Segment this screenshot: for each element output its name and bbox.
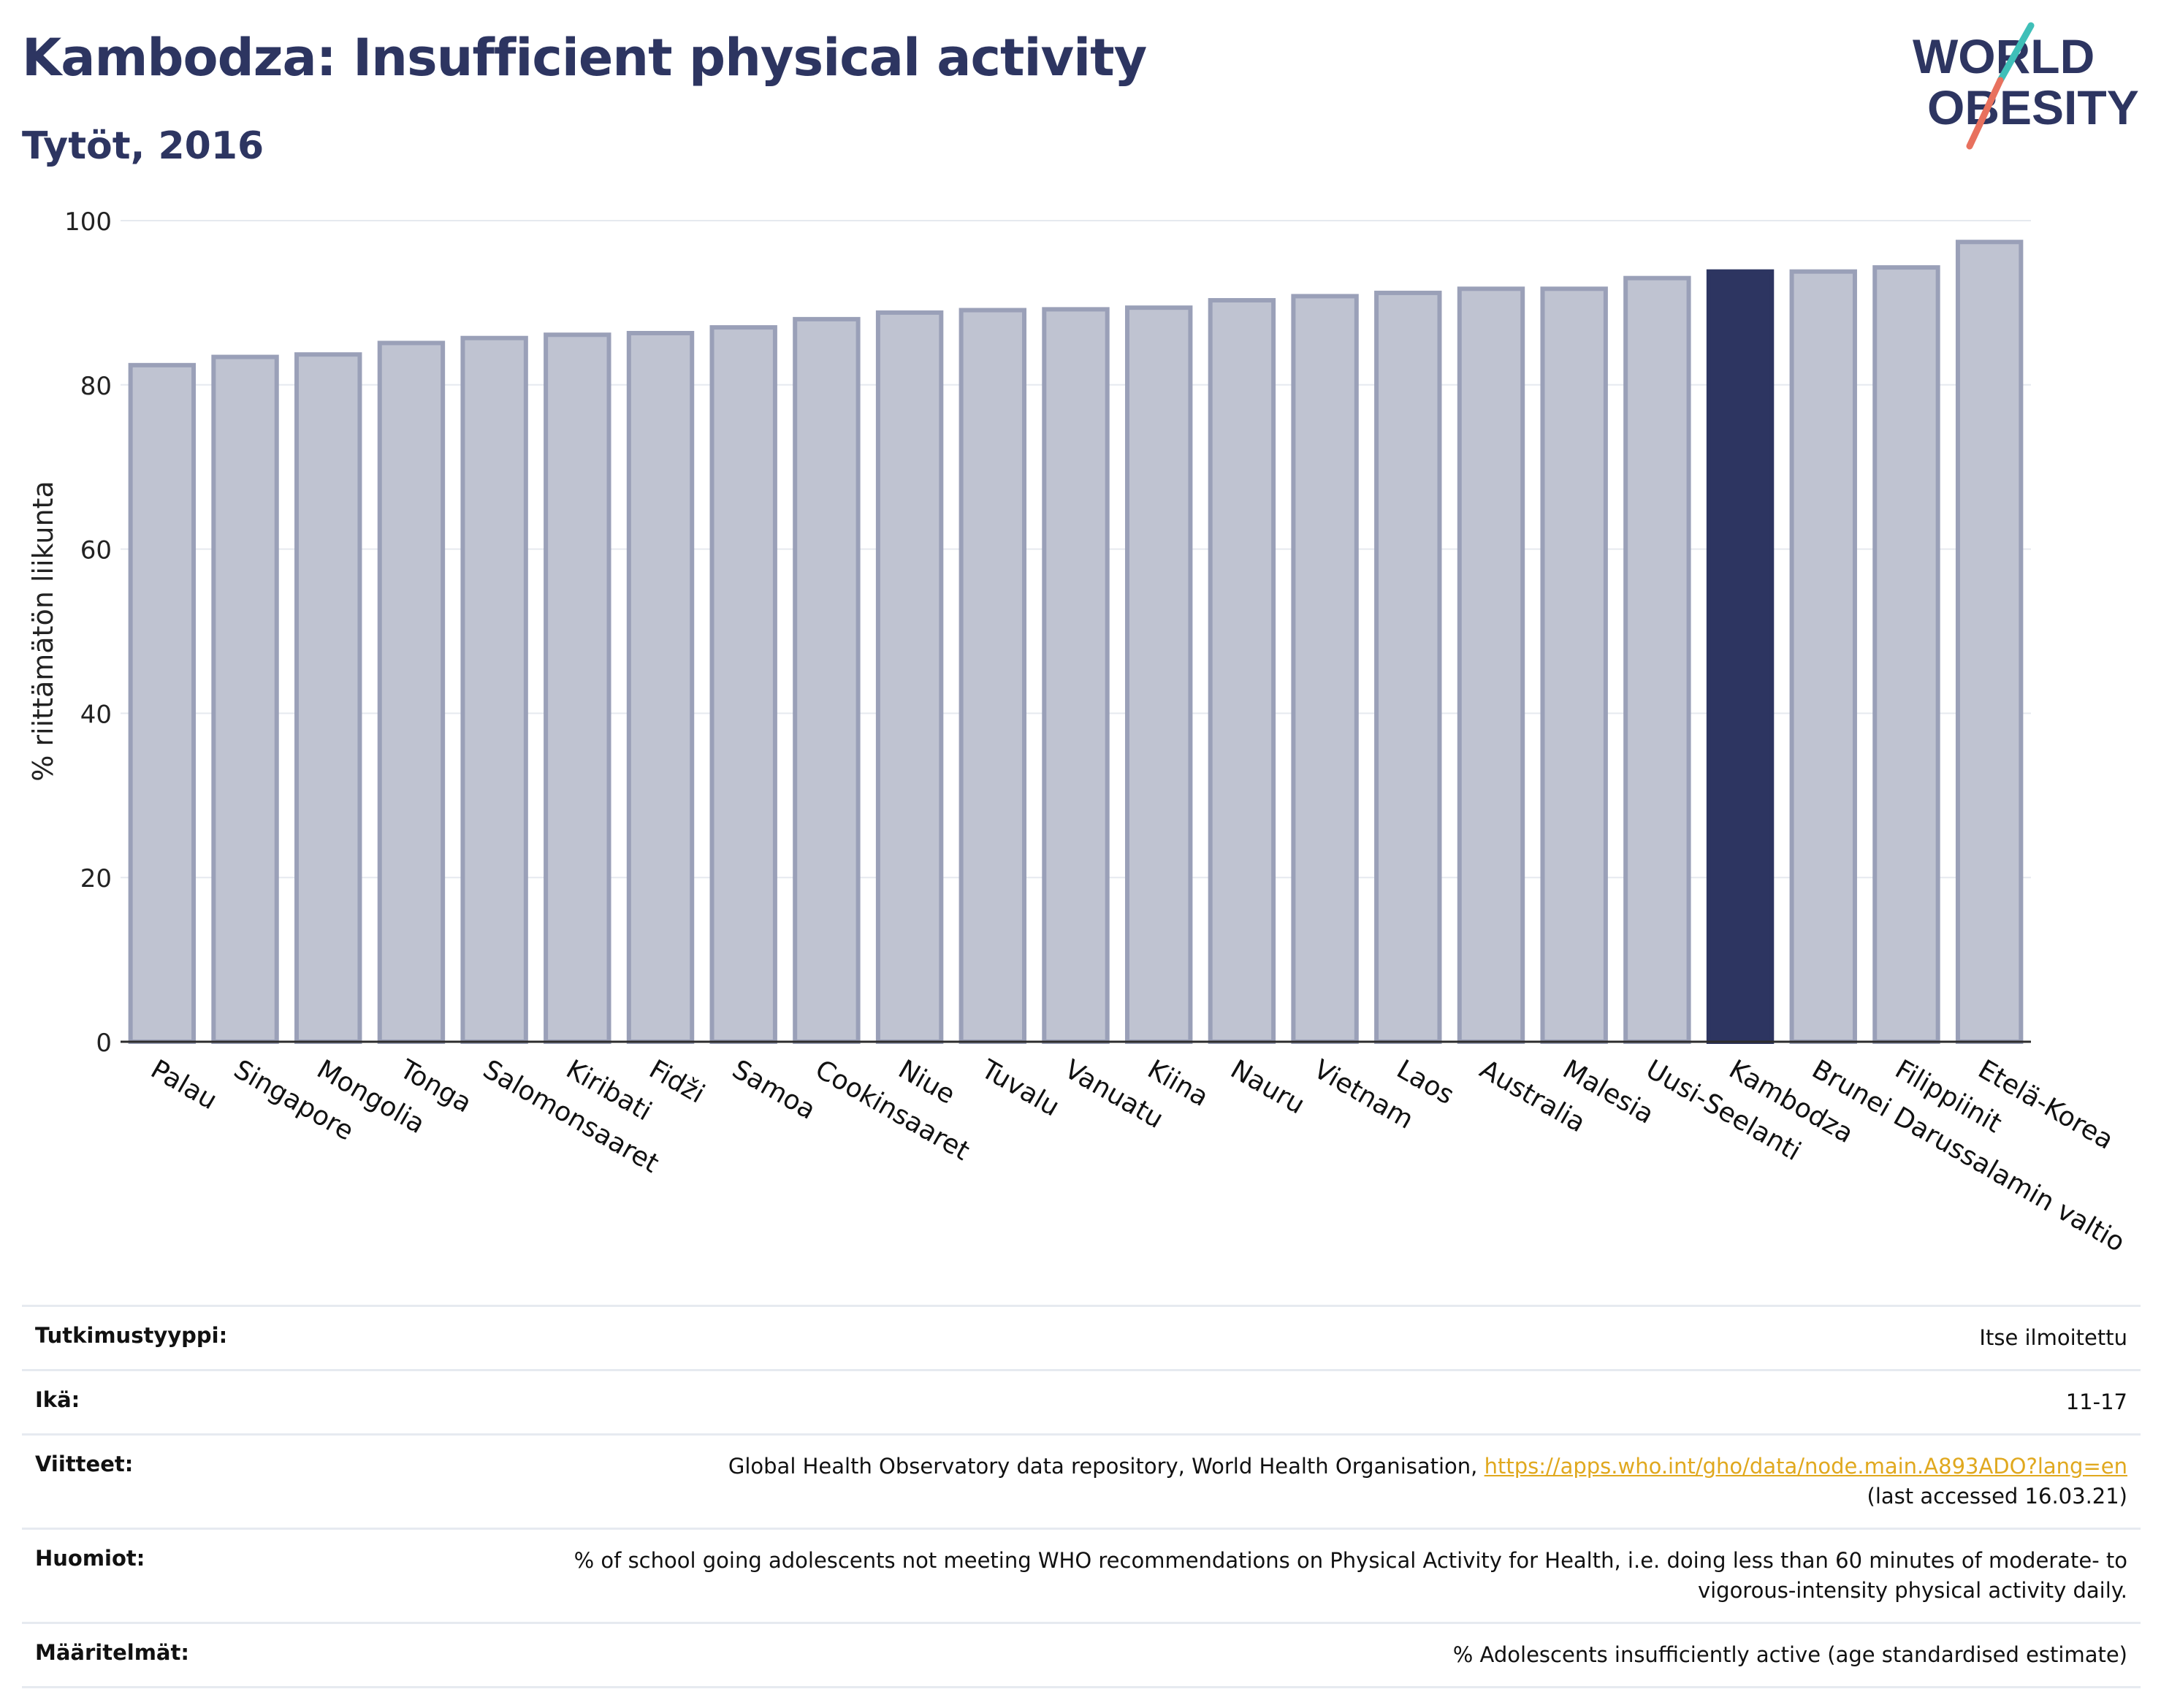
bar [1291,294,1359,1044]
info-label: Ikä: [35,1387,80,1412]
y-tick-label: 80 [80,372,112,401]
x-tick-label: Samoa [727,1054,820,1126]
bars [128,240,2024,1045]
info-label: Määritelmät: [35,1640,189,1665]
bar [460,335,528,1044]
y-tick-label: 40 [80,700,112,729]
x-tick-label: Cookinsaaret [810,1054,975,1167]
bar [1623,275,1691,1044]
logo-slash-teal [1997,22,2035,84]
x-tick-label: Etelä-Korea [1973,1054,2119,1156]
x-tick-label: Palau [145,1054,222,1116]
info-row-definitions: Määritelmät: % Adolescents insufficientl… [22,1622,2141,1688]
info-value: Global Health Observatory data repositor… [728,1452,2127,1511]
x-tick-label: Nauru [1225,1054,1309,1120]
bar [377,340,446,1044]
x-tick-label: Brunei Darussalamin valtio [1807,1054,2130,1258]
reference-text: Global Health Observatory data repositor… [728,1454,1485,1479]
logo-line-2: OBESITY [1927,80,2139,134]
y-tick-label: 60 [80,536,112,565]
bar [958,308,1027,1044]
reference-accessed: (last accessed 16.03.21) [1867,1484,2127,1509]
logo-slash-coral [1966,77,2004,150]
reference-link[interactable]: https://apps.who.int/gho/data/node.main.… [1484,1454,2127,1479]
y-tick-label: 20 [80,864,112,893]
bar [1374,290,1442,1044]
chart-title: Kambodza: Insufficient physical activity [22,28,1147,88]
info-value: % of school going adolescents not meetin… [573,1548,2127,1603]
bar [544,332,611,1044]
info-row-notes: Huomiot: % of school going adolescents n… [22,1528,2141,1622]
bar [1042,307,1110,1044]
y-axis-ticks: 0 20 40 60 80 100 [64,207,112,1058]
bar [709,325,777,1044]
bar [294,352,362,1045]
bar [211,354,279,1045]
info-label: Huomiot: [35,1546,145,1571]
y-tick-label: 0 [96,1029,112,1058]
bar [793,316,861,1044]
info-table: Tutkimustyyppi: Itse ilmoitettu Ikä: 11-… [22,1305,2141,1688]
info-value: Itse ilmoitettu [1979,1325,2127,1350]
info-label: Tutkimustyyppi: [35,1323,228,1348]
x-tick-label: Tuvalu [975,1054,1064,1123]
bar-chart: 0 20 40 60 80 100 Palau SingaporeMongoliaTonga… [27,207,2130,1258]
y-tick-label: 100 [64,207,112,237]
bar [1540,286,1608,1044]
info-value: % Adolescents insufficiently active (age… [1452,1642,2127,1667]
bar-highlighted [1706,269,1775,1044]
info-row-references: Viitteet: Global Health Observatory data… [22,1433,2141,1528]
bar [1124,305,1193,1045]
info-label: Viitteet: [35,1452,134,1476]
bar [1872,265,1940,1044]
bar [128,362,197,1045]
bar [1457,286,1525,1044]
bar [1789,269,1857,1044]
world-obesity-logo: WORLD OBESITY [1913,22,2139,150]
y-axis-label: % riittämätön liikunta [27,481,59,782]
info-row-study-type: Tutkimustyyppi: Itse ilmoitettu [22,1305,2141,1369]
bar [875,310,944,1044]
bar [1208,298,1276,1044]
chart-subtitle: Tytöt, 2016 [22,124,264,168]
bar [626,330,695,1045]
info-value: 11-17 [2065,1389,2127,1414]
bar [1955,240,2024,1044]
info-row-age: Ikä: 11-17 [22,1369,2141,1433]
